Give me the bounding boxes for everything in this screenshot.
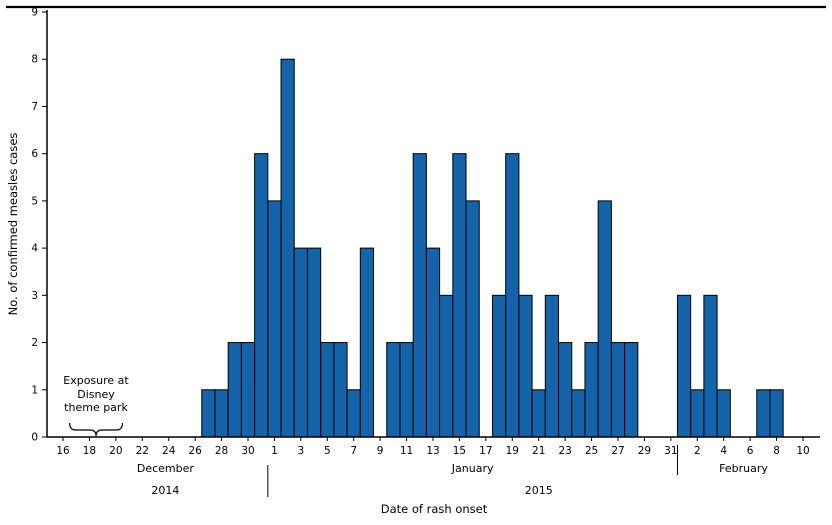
x-tick-label: 9 [377,445,384,457]
x-tick-label: 25 [585,445,598,457]
case-bar [359,247,375,438]
y-tick-label: 9 [31,7,38,19]
case-bar [267,200,282,438]
case-bar [439,294,454,438]
x-tick-label: 15 [453,445,466,457]
x-tick-label: 30 [241,445,254,457]
case-bar [306,247,322,438]
x-tick-label: 28 [215,445,228,457]
case-bar [690,389,705,438]
case-bar [399,342,414,438]
month-label: February [719,462,768,475]
case-bar [531,389,546,438]
case-bar [703,294,718,438]
case-bar [610,342,626,438]
case-bar [280,58,295,438]
y-tick-label: 8 [31,54,38,66]
case-bar [624,342,639,438]
case-bar [333,342,348,438]
month-label: December [137,462,195,475]
case-bar [544,294,560,438]
y-axis-title: No. of confirmed measles cases [6,132,20,316]
case-bar [597,200,612,438]
x-tick-label: 17 [479,445,492,457]
case-bar [505,153,520,438]
x-tick-label: 8 [773,445,780,457]
y-tick-label: 5 [31,195,38,207]
x-tick-label: 19 [506,445,519,457]
x-tick-label: 27 [611,445,624,457]
y-tick-label: 0 [31,432,38,444]
x-tick-label: 5 [324,445,331,457]
year-label: 2015 [525,484,553,497]
x-tick-label: 13 [426,445,439,457]
case-bar [558,342,573,438]
case-bar [676,294,692,438]
x-tick-label: 23 [558,445,571,457]
case-bar [386,342,401,438]
y-tick-label: 3 [31,290,38,302]
case-bar [346,389,361,438]
x-tick-label: 21 [532,445,545,457]
x-tick-label: 10 [796,445,809,457]
x-tick-label: 18 [83,445,96,457]
x-tick-label: 29 [638,445,651,457]
x-tick-label: 1 [271,445,278,457]
x-tick-label: 7 [350,445,357,457]
case-bar [227,342,242,438]
case-bar [254,153,269,438]
case-bar [214,389,229,438]
x-tick-label: 20 [109,445,122,457]
y-tick-label: 6 [31,148,38,160]
case-bar [584,342,599,438]
x-tick-label: 24 [162,445,176,457]
y-tick-label: 4 [31,243,38,255]
x-tick-label: 2 [694,445,701,457]
exposure-brace [69,422,124,437]
y-tick-label: 1 [31,384,38,396]
case-bar [571,389,586,438]
x-tick-label: 4 [720,445,727,457]
case-bar [425,247,441,438]
y-tick-label: 7 [31,101,38,113]
x-tick-label: 6 [747,445,754,457]
x-tick-label: 3 [298,445,305,457]
case-bar [412,153,427,438]
case-bar [240,342,256,438]
case-bar [491,294,507,438]
case-bar [756,389,771,438]
x-tick-label: 26 [188,445,202,457]
case-bar [293,247,308,438]
month-label: January [451,462,494,475]
x-tick-label: 11 [400,445,413,457]
case-bar [716,389,731,438]
year-label: 2014 [151,484,179,497]
case-bar [465,200,480,438]
case-bar [201,389,216,438]
case-bar [452,153,467,438]
case-bar [769,389,784,438]
x-tick-label: 31 [664,445,677,457]
case-bar [320,342,335,438]
case-bar [518,294,533,438]
exposure-annotation: Exposure at Disney theme park [63,374,129,414]
x-tick-label: 16 [56,445,70,457]
y-tick-label: 2 [31,337,38,349]
x-axis-title: Date of rash onset [380,502,488,516]
x-tick-label: 22 [136,445,149,457]
